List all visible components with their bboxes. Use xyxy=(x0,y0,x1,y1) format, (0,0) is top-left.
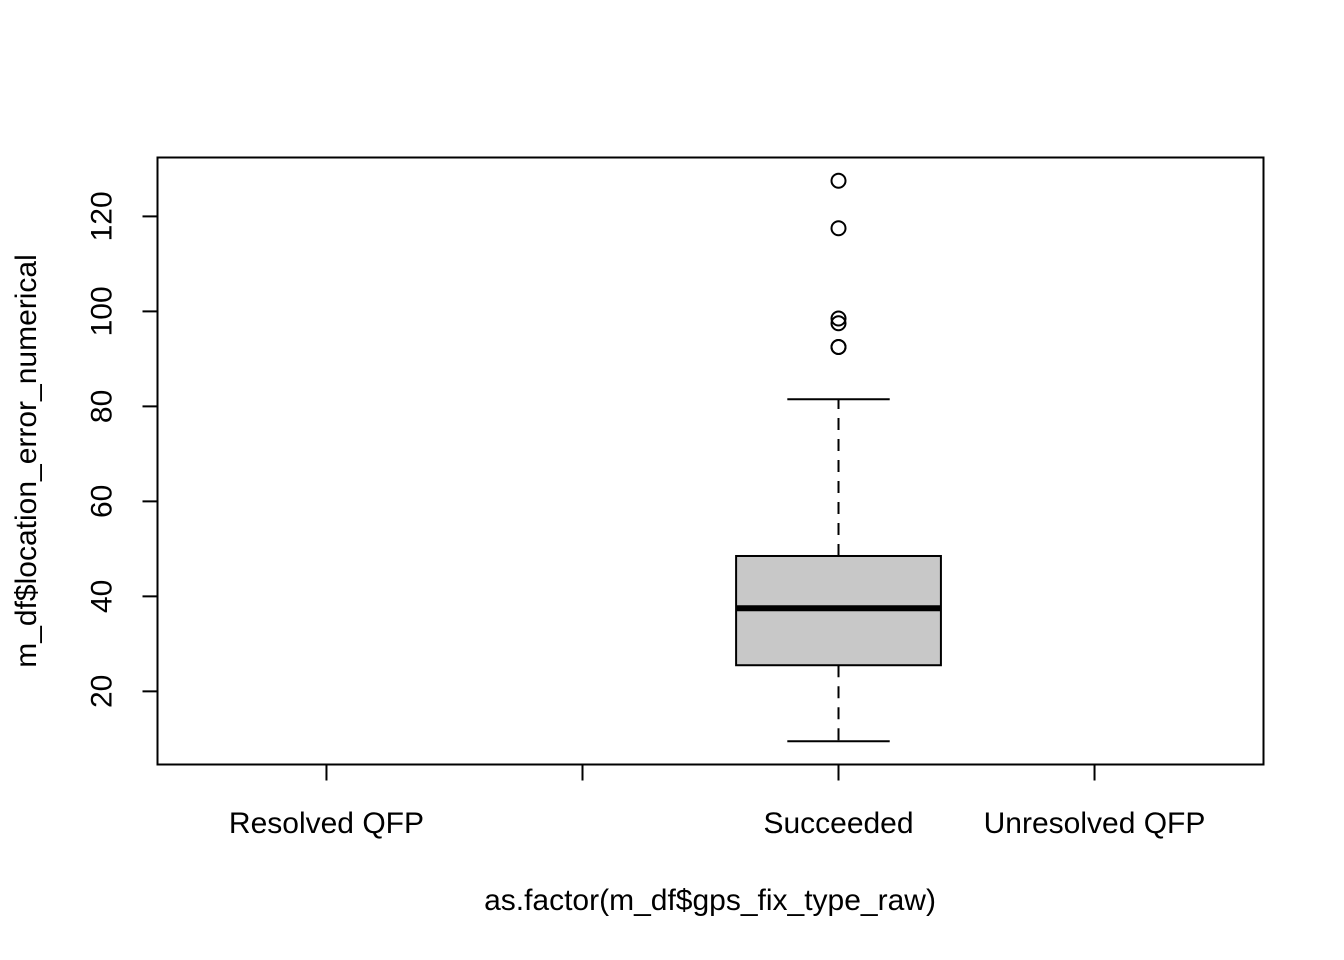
x-axis-title: as.factor(m_df$gps_fix_type_raw) xyxy=(484,884,936,917)
outlier-point xyxy=(830,339,847,356)
x-axis: Resolved QFP Succeeded Unresolved QFP xyxy=(229,764,1206,840)
y-tick-label: 80 xyxy=(86,390,119,423)
box-group xyxy=(735,172,942,743)
outlier-point xyxy=(830,310,847,327)
x-tick-label: Unresolved QFP xyxy=(984,807,1206,840)
y-tick-label: 100 xyxy=(86,286,119,336)
y-tick-label: 120 xyxy=(86,191,119,241)
x-tick-label: Succeeded xyxy=(763,807,913,840)
plot-border xyxy=(156,156,1265,766)
y-axis-title: m_df$location_error_numerical xyxy=(10,254,43,668)
outlier-point xyxy=(830,315,847,332)
y-tick-label: 60 xyxy=(86,485,119,518)
x-tick-label: Resolved QFP xyxy=(229,807,424,840)
outlier-point xyxy=(830,220,847,237)
y-tick-label: 40 xyxy=(86,580,119,613)
y-axis: 20 40 60 80 100 120 xyxy=(86,191,158,708)
y-tick-label: 20 xyxy=(86,675,119,708)
outlier-point xyxy=(830,172,847,189)
